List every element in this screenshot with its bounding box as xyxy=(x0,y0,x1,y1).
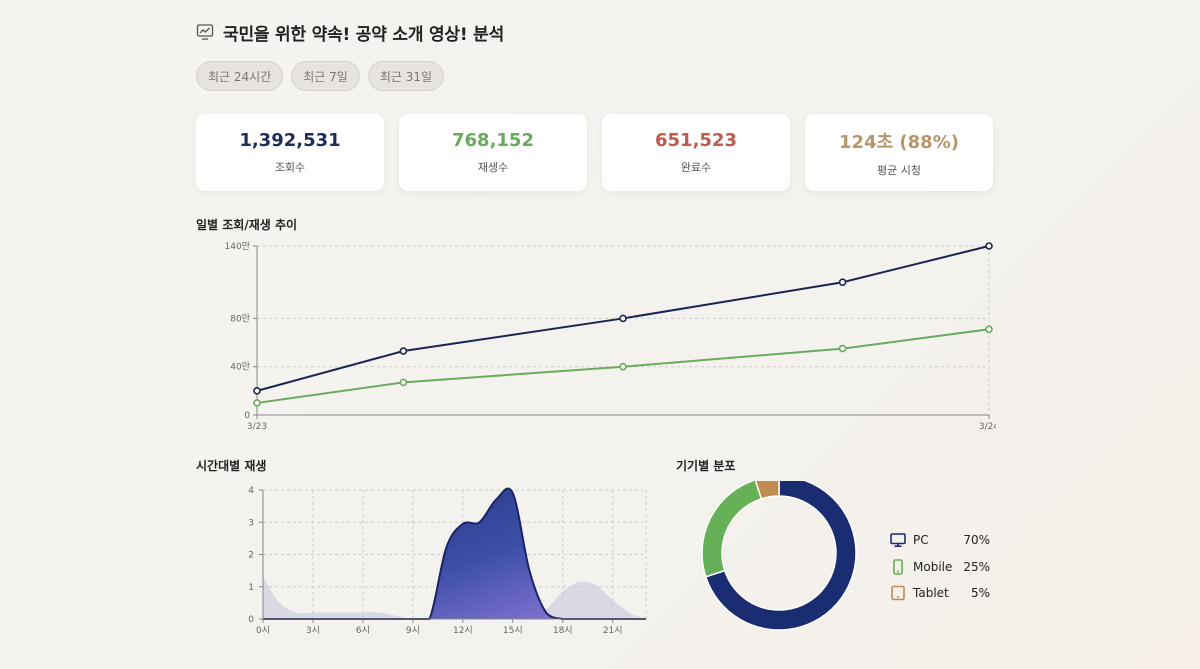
range-24h-button[interactable]: 최근 24시간 xyxy=(196,61,284,91)
stat-value: 768,152 xyxy=(452,130,534,151)
data-point xyxy=(399,378,408,387)
x-tick-label: 15시 xyxy=(503,625,523,636)
device-chart-title: 기기별 분포 xyxy=(676,459,736,473)
donut-slice-pc xyxy=(704,481,857,631)
stat-value: 124초 (88%) xyxy=(839,131,959,153)
device-legend: PC 70% Mobile 25% Tablet 5% xyxy=(890,527,990,607)
y-tick-label: 3 xyxy=(248,518,254,528)
plays-area xyxy=(263,488,646,619)
y-tick-label: 2 xyxy=(248,551,254,561)
donut-slice-tablet xyxy=(754,481,780,500)
data-point xyxy=(838,278,847,287)
y-tick-label: 4 xyxy=(248,486,254,496)
page-title: 국민을 위한 약속! 공약 소개 영상! 분석 xyxy=(223,24,505,45)
data-point xyxy=(253,399,261,407)
device-donut-chart xyxy=(701,481,857,631)
stats-row: 1,392,531 조회수 768,152 재생수 651,523 완료수 12… xyxy=(196,114,993,191)
daily-line-chart: 0 40만 80만 140만 3/23 3/24 xyxy=(225,241,996,432)
stat-value: 651,523 xyxy=(655,130,737,151)
data-point xyxy=(838,344,847,353)
y-tick-label: 40만 xyxy=(230,362,250,373)
donut-slice-mobile xyxy=(701,481,763,578)
data-point xyxy=(619,314,627,323)
legend-label: Mobile xyxy=(913,559,953,574)
y-tick-label: 140만 xyxy=(225,241,250,252)
data-point xyxy=(399,347,408,355)
data-point xyxy=(619,362,627,371)
stat-label: 평균 시청 xyxy=(877,163,921,177)
x-tick-label: 6시 xyxy=(356,625,370,636)
stat-label: 조회수 xyxy=(274,161,306,174)
legend-item-tablet: Tablet 5% xyxy=(890,580,990,607)
x-tick-label: 9시 xyxy=(406,625,420,636)
y-tick-label: 0 xyxy=(248,615,254,625)
dashboard: 국민을 위한 약속! 공약 소개 영상! 분석 최근 24시간 최근 7일 최근… xyxy=(196,0,996,669)
x-tick-label: 3/24 xyxy=(979,422,996,432)
x-tick-label: 18시 xyxy=(553,625,573,636)
legend-item-mobile: Mobile 25% xyxy=(890,554,990,581)
stat-label: 완료수 xyxy=(680,161,712,174)
x-tick-label: 3시 xyxy=(306,625,320,636)
page-header: 국민을 위한 약속! 공약 소개 영상! 분석 xyxy=(196,20,505,45)
chart-monitor-icon xyxy=(196,24,214,40)
stat-card-plays: 768,152 재생수 xyxy=(399,114,587,191)
range-7d-button[interactable]: 최근 7일 xyxy=(291,61,360,91)
x-tick-label: 21시 xyxy=(603,625,623,636)
stat-card-views: 1,392,531 조회수 xyxy=(196,114,384,191)
legend-label: PC xyxy=(913,533,929,548)
legend-value: 25% xyxy=(963,559,990,574)
hourly-area-chart: 0 1 2 3 4 0시 3시 6시 9시 12시 15시 18시 21시 xyxy=(248,486,647,636)
range-selector: 최근 24시간 최근 7일 최근 31일 xyxy=(196,61,445,91)
daily-chart-title: 일별 조회/재생 추이 xyxy=(196,218,298,232)
y-tick-label: 80만 xyxy=(230,313,250,324)
legend-value: 70% xyxy=(963,533,990,548)
legend-label: Tablet xyxy=(913,586,949,601)
data-point xyxy=(985,242,993,250)
tablet-icon xyxy=(891,585,905,601)
y-tick-label: 1 xyxy=(248,583,254,593)
stat-card-completions: 651,523 완료수 xyxy=(602,114,790,191)
hourly-chart-title: 시간대별 재생 xyxy=(196,459,267,473)
x-tick-label: 3/23 xyxy=(247,422,267,432)
stat-label: 재생수 xyxy=(477,161,509,174)
data-point xyxy=(985,325,993,334)
baseline-area xyxy=(263,577,646,619)
x-tick-label: 12시 xyxy=(453,625,473,636)
data-point xyxy=(253,387,261,395)
smartphone-icon xyxy=(893,558,903,575)
stat-value: 1,392,531 xyxy=(239,130,341,151)
legend-value: 5% xyxy=(970,586,990,601)
range-31d-button[interactable]: 최근 31일 xyxy=(367,61,445,91)
stat-card-avg-watch: 124초 (88%) 평균 시청 xyxy=(805,114,993,191)
y-tick-label: 0 xyxy=(244,411,250,421)
monitor-icon xyxy=(890,533,906,548)
legend-item-pc: PC 70% xyxy=(890,527,990,554)
x-tick-label: 0시 xyxy=(256,625,270,636)
